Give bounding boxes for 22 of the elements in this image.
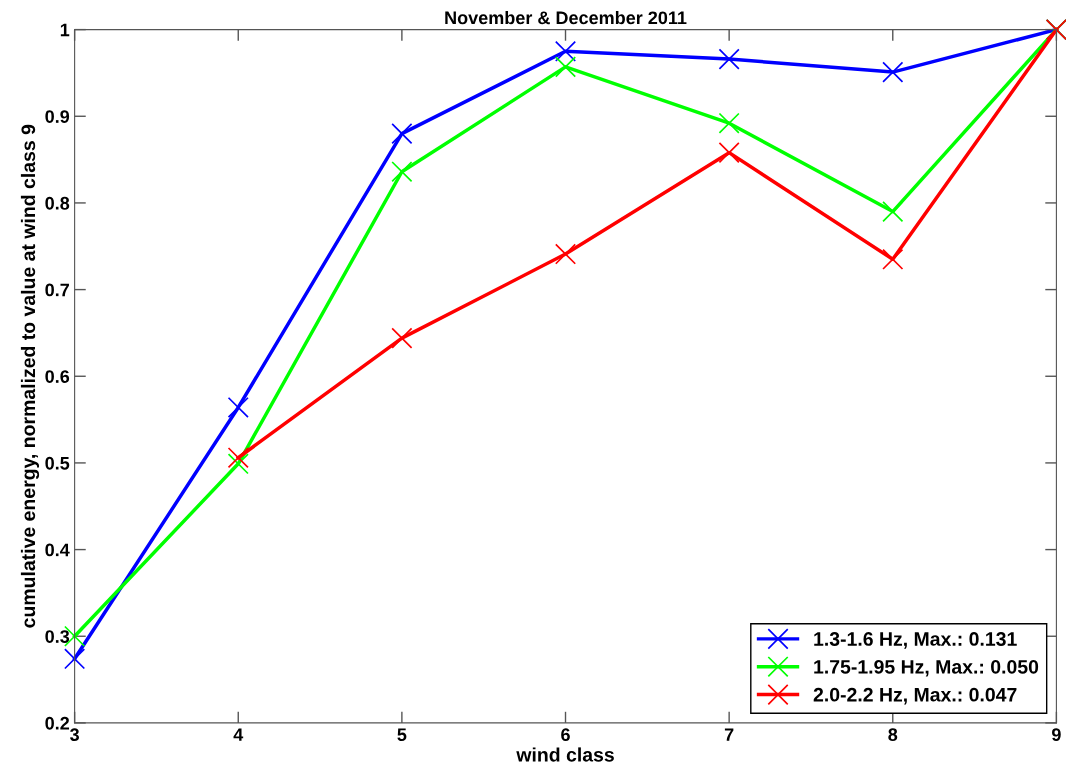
x-axis-title: wind class [516, 747, 614, 762]
x-tick-label: 8 [888, 728, 898, 742]
y-tick-label: 0.2 [45, 716, 70, 730]
y-tick-label: 1 [60, 23, 70, 37]
y-tick-label: 0.3 [45, 630, 70, 643]
y-tick-label: 0.6 [45, 370, 70, 383]
y-tick-label: 0.8 [45, 196, 70, 210]
legend-label: 1.3-1.6 Hz, Max.: 0.131 [814, 632, 1017, 649]
x-tick-label: 7 [724, 728, 734, 741]
y-tick-label: 0.4 [45, 543, 70, 557]
x-tick-label: 4 [233, 728, 244, 741]
chart-title: November & December 2011 [445, 10, 687, 25]
x-tick-label: 3 [70, 728, 79, 742]
x-tick-label: 5 [397, 728, 407, 742]
legend-label: 2.0-2.2 Hz, Max.: 0.047 [813, 687, 1017, 705]
y-tick-label: 0.9 [45, 110, 70, 123]
y-axis-title: cumulative energy, normalized to value at wind class 9 [20, 124, 40, 628]
y-tick-label: 0.5 [45, 456, 70, 470]
x-tick-label: 6 [561, 728, 570, 742]
legend-label: 1.75-1.95 Hz, Max.: 0.050 [814, 659, 1039, 677]
x-tick-label: 9 [1052, 728, 1061, 742]
y-tick-label: 0.7 [45, 283, 69, 297]
